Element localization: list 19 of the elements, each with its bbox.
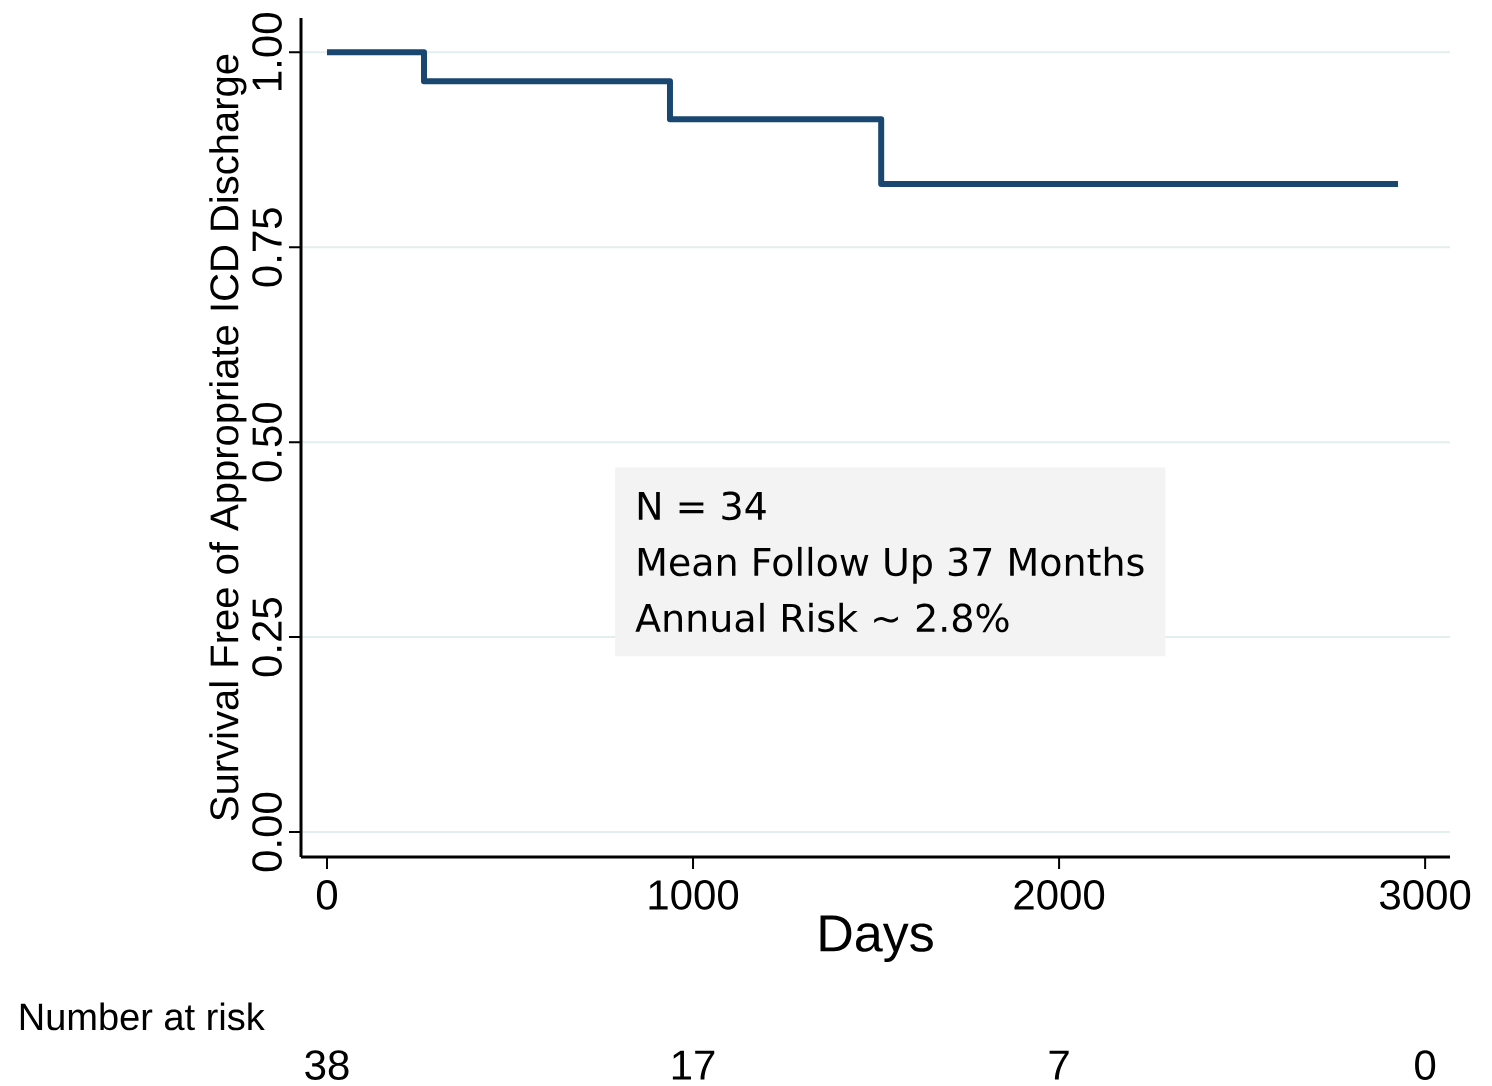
y-tick-label: 1.00 — [252, 13, 282, 90]
y-tick-label: 0.00 — [252, 792, 282, 872]
text: 7 — [1049, 1050, 1069, 1080]
annotation: Mean Follow Up 37 Months — [638, 546, 1144, 584]
text: Number at risk — [20, 1002, 265, 1031]
text: 0 — [1415, 1050, 1436, 1080]
text: 17 — [672, 1050, 715, 1080]
x-tick-label: 0 — [316, 880, 338, 910]
y-tick-label: 0.50 — [252, 402, 282, 482]
text: 38 — [305, 1050, 349, 1080]
annotation: Annual Risk ~ 2.8% — [635, 602, 1009, 633]
x-axis-title: Days — [820, 915, 933, 963]
y-tick-label: 0.25 — [252, 598, 282, 677]
x-tick-label: 2000 — [1014, 880, 1105, 910]
x-tick-label: 3000 — [1380, 880, 1471, 910]
y-axis-title: Survival Free of Appropriate ICD Discharge — [209, 54, 247, 821]
x-tick-label: 1000 — [649, 880, 739, 910]
y-tick-label: 0.75 — [252, 208, 282, 287]
annotation: N = 34 — [638, 491, 766, 521]
